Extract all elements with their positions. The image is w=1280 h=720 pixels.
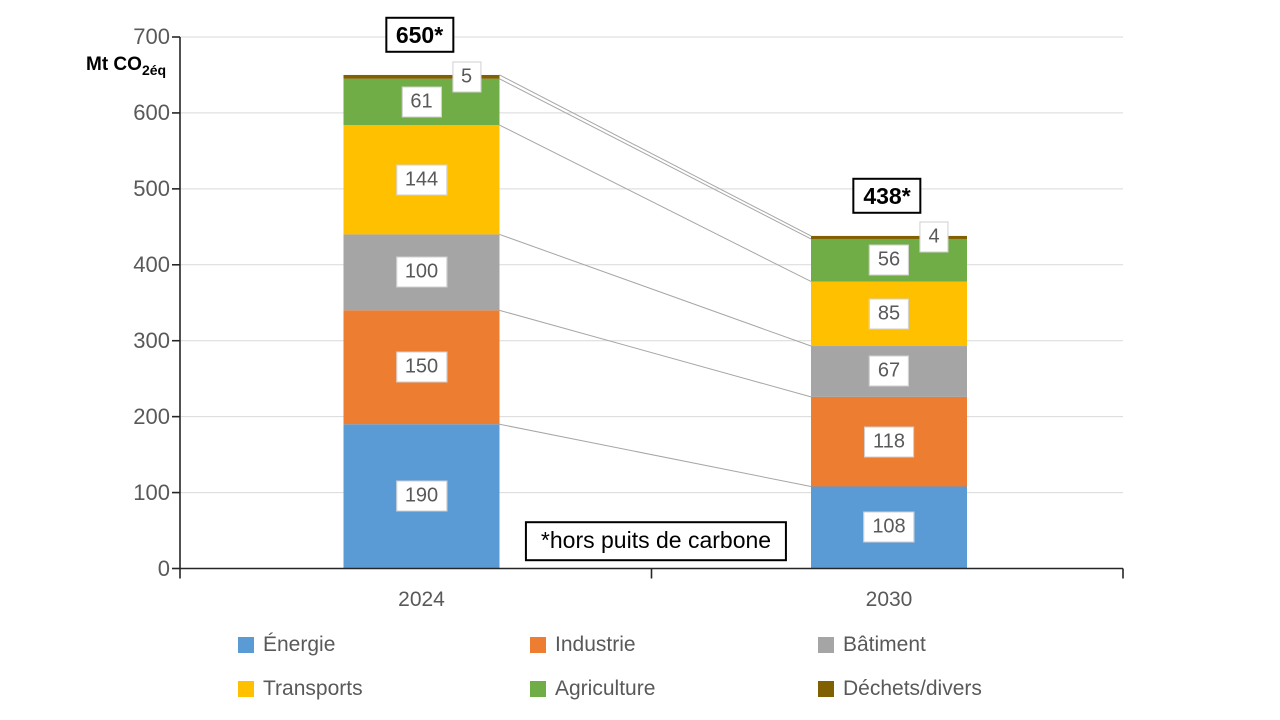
legend-label-agriculture: Agriculture bbox=[555, 677, 656, 700]
legend-item-transports: Transports bbox=[238, 677, 363, 701]
legend-item-industrie: Industrie bbox=[530, 633, 636, 657]
segment-value-label: 5 bbox=[451, 61, 482, 93]
segment-value-label: 4 bbox=[919, 221, 949, 253]
series-connector-line bbox=[499, 124, 812, 282]
footnote-box: *hors puits de carbone bbox=[524, 521, 788, 561]
x-category-label: 2024 bbox=[398, 588, 445, 611]
series-connector-line bbox=[499, 78, 812, 240]
legend-swatch-energie bbox=[238, 637, 254, 653]
y-tick-label: 600 bbox=[133, 99, 170, 125]
legend-swatch-transports bbox=[238, 681, 254, 697]
bar-segment-dechets-divers-2030 bbox=[811, 235, 967, 239]
segment-value-label: 100 bbox=[395, 256, 448, 288]
legend-item-agriculture: Agriculture bbox=[530, 677, 655, 701]
series-connector-line bbox=[499, 74, 812, 237]
segment-value-label: 190 bbox=[395, 480, 448, 512]
series-connector-line bbox=[499, 423, 812, 487]
series-connector-line bbox=[499, 309, 812, 398]
legend-label-transports: Transports bbox=[263, 677, 363, 700]
legend-label-dechets-divers: Déchets/divers bbox=[843, 677, 982, 700]
total-label: 438* bbox=[852, 177, 922, 215]
y-tick-label: 400 bbox=[133, 251, 170, 277]
y-tick-label: 500 bbox=[133, 175, 170, 201]
total-label: 650* bbox=[384, 16, 455, 54]
segment-value-label: 56 bbox=[868, 244, 910, 276]
legend-swatch-industrie bbox=[530, 637, 546, 653]
segment-value-label: 61 bbox=[401, 86, 442, 118]
legend-swatch-agriculture bbox=[530, 681, 546, 697]
segment-value-label: 144 bbox=[395, 164, 448, 196]
legend-label-energie: Énergie bbox=[263, 633, 336, 656]
segment-value-label: 67 bbox=[868, 355, 910, 387]
x-category-label: 2030 bbox=[865, 588, 913, 611]
y-tick-label: 300 bbox=[133, 327, 170, 353]
y-axis-title-main: Mt CO bbox=[86, 54, 142, 75]
segment-value-label: 108 bbox=[863, 511, 915, 543]
segment-value-label: 85 bbox=[868, 298, 910, 330]
y-tick-label: 0 bbox=[157, 555, 170, 581]
segment-value-label: 118 bbox=[864, 426, 914, 458]
legend-label-batiment: Bâtiment bbox=[843, 633, 926, 656]
series-connector-line bbox=[499, 233, 812, 347]
y-axis-title: Mt CO2éq bbox=[86, 54, 166, 78]
segment-value-label: 150 bbox=[395, 351, 448, 383]
y-tick-label: 200 bbox=[133, 403, 170, 429]
legend-swatch-batiment bbox=[818, 637, 834, 653]
legend-label-industrie: Industrie bbox=[555, 633, 636, 656]
legend-swatch-dechets-divers bbox=[818, 681, 834, 697]
y-tick-label: 100 bbox=[133, 479, 170, 505]
y-axis-title-subscript: 2éq bbox=[141, 61, 167, 78]
bar-segment-dechets-divers-2024 bbox=[343, 74, 500, 79]
y-tick-label: 700 bbox=[133, 24, 170, 49]
legend-item-dechets-divers: Déchets/divers bbox=[818, 677, 982, 701]
legend-item-batiment: Bâtiment bbox=[818, 633, 926, 657]
legend-item-energie: Énergie bbox=[238, 633, 335, 657]
